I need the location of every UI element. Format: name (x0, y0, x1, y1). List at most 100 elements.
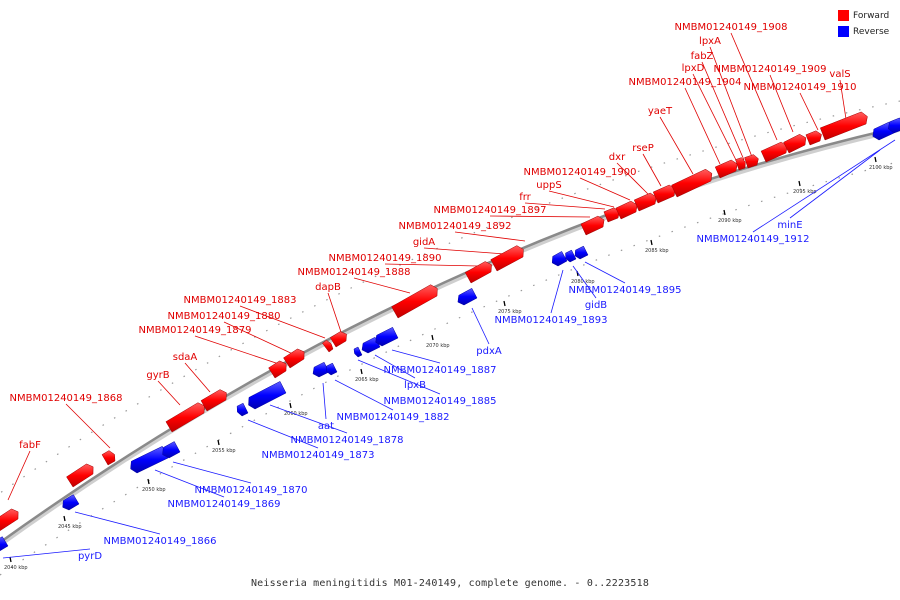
reverse-gene-block (312, 361, 330, 378)
forward-gene-block (783, 134, 807, 154)
leader-line-yaet (659, 116, 694, 175)
tick-label-2045-kbp: 2045 kbp (58, 524, 82, 530)
forward-gene-block (0, 508, 19, 531)
forward-gene-label-frr: frr (519, 192, 531, 203)
legend-reverse-label: Reverse (853, 26, 890, 37)
chromosome-backbone (0, 125, 900, 544)
leader-line-nmbm01240149-1912 (752, 139, 896, 233)
forward-gene-label-nmbm01240149-1888: NMBM01240149_1888 (298, 267, 411, 278)
forward-gene-block (165, 402, 205, 433)
leader-line-nmbm01240149-1873 (247, 419, 319, 449)
forward-gene-label-fabz: fabZ (691, 51, 714, 62)
tick-label-2085-kbp: 2085 kbp (645, 248, 669, 254)
forward-gene-label-nmbm01240149-1880: NMBM01240149_1880 (168, 311, 281, 322)
reverse-gene-block (353, 346, 363, 358)
forward-gene-label-vals: valS (829, 69, 850, 80)
leader-line-gida (423, 247, 506, 255)
forward-gene-block (66, 463, 94, 488)
leader-line-frr (524, 202, 606, 210)
leader-line-vals (839, 79, 847, 120)
reverse-gene-label-pdxa: pdxA (476, 346, 502, 357)
reverse-gene-label-nmbm01240149-1866: NMBM01240149_1866 (104, 536, 217, 547)
tick-mark (289, 402, 292, 409)
forward-gene-label-nmbm01240149-1910: NMBM01240149_1910 (744, 82, 857, 93)
forward-gene-block (819, 111, 868, 141)
reverse-gene-label-pyrd: pyrD (78, 551, 102, 562)
reverse-gene-block (162, 441, 181, 459)
leader-line-gyrb (157, 380, 181, 406)
forward-gene-block (329, 331, 347, 348)
reverse-gene-block (130, 445, 169, 474)
tick-mark (63, 515, 66, 522)
leader-line-nmbm01240149-1908 (730, 32, 778, 141)
leader-line-nmbm01240149-1892 (454, 231, 526, 242)
forward-gene-label-lpxa: lpxA (699, 36, 721, 47)
forward-gene-label-nmbm01240149-1908: NMBM01240149_1908 (675, 22, 788, 33)
leader-line-nmbm01240149-1904 (684, 87, 721, 165)
leader-line-mine (789, 149, 881, 219)
forward-gene-label-sdaa: sdaA (173, 352, 198, 363)
forward-gene-block (805, 130, 822, 146)
leader-line-nmbm01240149-1888 (353, 277, 411, 294)
leader-line-nmbm01240149-1910 (799, 92, 819, 131)
tick-label-2065-kbp: 2065 kbp (355, 377, 379, 383)
reverse-swatch (838, 26, 849, 37)
legend: Forward Reverse (838, 8, 898, 40)
forward-gene-label-nmbm01240149-1904: NMBM01240149_1904 (629, 77, 742, 88)
tick-label-2095-kbp: 2095 kbp (793, 189, 817, 195)
forward-gene-label-gida: gidA (413, 237, 435, 248)
forward-swatch (838, 10, 849, 21)
leader-line-nmbm01240149-1895 (584, 261, 626, 284)
forward-gene-label-dxr: dxr (609, 152, 626, 163)
leader-line-nmbm01240149-1900 (579, 177, 631, 201)
forward-gene-block (714, 159, 738, 179)
forward-gene-label-rsep: rseP (632, 143, 654, 154)
tick-mark (650, 239, 653, 246)
reverse-gene-block (0, 536, 9, 552)
legend-forward: Forward (838, 8, 898, 23)
tick-mark (431, 334, 434, 341)
leader-line-aat (322, 382, 327, 420)
reverse-gene-block (375, 326, 399, 347)
forward-gene-block (744, 154, 759, 169)
legend-reverse: Reverse (838, 24, 898, 39)
tick-label-2080-kbp: 2080 kbp (571, 279, 595, 285)
figure-caption: Neisseria meningitidis M01-240149, compl… (250, 578, 650, 589)
reverse-gene-label-gidb: gidB (585, 300, 607, 311)
reverse-gene-label-lpxb: lpxB (404, 380, 426, 391)
forward-gene-label-gyrb: gyrB (146, 370, 169, 381)
leader-line-nmbm01240149-1866 (74, 511, 161, 535)
forward-gene-label-nmbm01240149-1883: NMBM01240149_1883 (184, 295, 297, 306)
leader-line-nmbm01240149-1878 (269, 404, 348, 434)
reverse-gene-label-nmbm01240149-1870: NMBM01240149_1870 (195, 485, 308, 496)
forward-gene-block (735, 157, 746, 171)
forward-gene-block (580, 215, 605, 236)
reverse-gene-label-nmbm01240149-1895: NMBM01240149_1895 (569, 285, 682, 296)
chromosome-backbone-shadow (0, 126, 900, 548)
forward-gene-block (283, 348, 305, 369)
forward-gene-block (391, 284, 438, 319)
reverse-gene-label-nmbm01240149-1873: NMBM01240149_1873 (262, 450, 375, 461)
forward-gene-label-nmbm01240149-1890: NMBM01240149_1890 (329, 253, 442, 264)
leader-line-nmbm01240149-1870 (172, 461, 252, 484)
leader-line-pdxa (471, 307, 490, 345)
leader-line-fabf (7, 450, 31, 501)
tick-label-2040-kbp: 2040 kbp (4, 565, 28, 571)
forward-gene-label-nmbm01240149-1868: NMBM01240149_1868 (10, 393, 123, 404)
forward-gene-label-nmbm01240149-1892: NMBM01240149_1892 (399, 221, 512, 232)
forward-gene-label-lpxd: lpxD (682, 63, 705, 74)
leader-line-gidb (572, 265, 597, 299)
tick-label-2100-kbp: 2100 kbp (869, 165, 893, 171)
tick-label-2050-kbp: 2050 kbp (142, 487, 166, 493)
leader-line-dxr (616, 162, 649, 195)
leader-line-nmbm01240149-1882 (334, 379, 394, 411)
leader-line-nmbm01240149-1868 (65, 403, 111, 449)
reverse-gene-label-nmbm01240149-1887: NMBM01240149_1887 (384, 365, 497, 376)
tick-label-2090-kbp: 2090 kbp (718, 218, 742, 224)
forward-gene-label-upps: uppS (536, 180, 561, 191)
reverse-gene-label-nmbm01240149-1878: NMBM01240149_1878 (291, 435, 404, 446)
leader-line-lpxb (374, 354, 416, 379)
reverse-gene-label-nmbm01240149-1893: NMBM01240149_1893 (495, 315, 608, 326)
reverse-gene-block (326, 362, 338, 376)
leader-line-nmbm01240149-1909 (769, 74, 794, 133)
